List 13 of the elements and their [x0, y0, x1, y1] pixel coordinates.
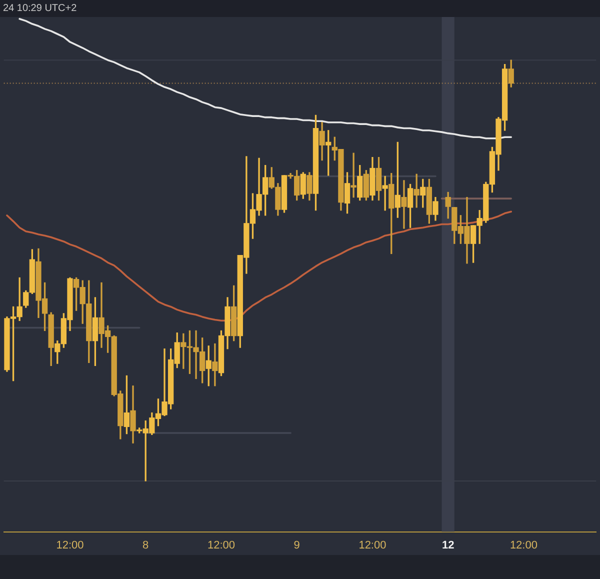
- candlestick: [350, 152, 356, 198]
- candlestick: [414, 174, 420, 208]
- x-tick-label: 12:00: [358, 539, 386, 552]
- candlestick: [382, 176, 388, 211]
- candlestick: [212, 343, 218, 386]
- x-tick-label: 12:00: [510, 539, 538, 552]
- candlestick: [401, 180, 407, 229]
- x-tick-label: 9: [294, 539, 300, 552]
- text: 24 10:29 UTC+2: [3, 3, 77, 14]
- x-tick-label: 12:00: [207, 539, 235, 552]
- x-tick-label: 12: [442, 539, 454, 552]
- x-tick-label: 12:00: [56, 539, 84, 552]
- x-tick-label: 8: [142, 539, 149, 552]
